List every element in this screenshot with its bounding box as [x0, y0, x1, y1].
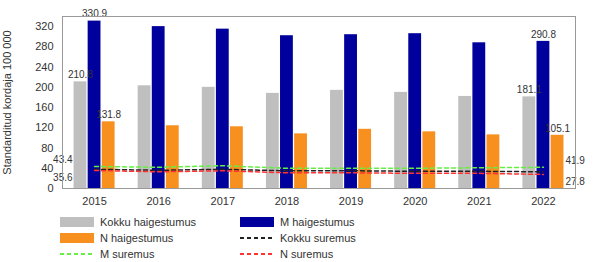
svg-text:131.8: 131.8 — [96, 109, 121, 120]
svg-text:2020: 2020 — [403, 195, 427, 207]
svg-text:2016: 2016 — [146, 195, 170, 207]
svg-text:2017: 2017 — [211, 195, 235, 207]
svg-text:280: 280 — [35, 40, 53, 52]
html-text:Kokku suremus: Kokku suremus — [280, 232, 356, 244]
svg-text:27.8: 27.8 — [565, 175, 585, 187]
svg-text:2019: 2019 — [339, 195, 363, 207]
svg-text:105.1: 105.1 — [545, 123, 570, 134]
svg-text:35.6: 35.6 — [53, 172, 73, 183]
svg-text:290.8: 290.8 — [531, 29, 556, 40]
svg-text:160: 160 — [35, 101, 53, 113]
svg-text:43.4: 43.4 — [53, 154, 73, 165]
svg-text:210.8: 210.8 — [68, 69, 93, 80]
svg-text:0: 0 — [47, 182, 53, 194]
svg-text:181.1: 181.1 — [517, 84, 542, 95]
html-text:M haigestumus: M haigestumus — [280, 216, 355, 228]
svg-text:Standarditud kordaja 100 000: Standarditud kordaja 100 000 — [1, 30, 13, 174]
html-text:N haigestumus: N haigestumus — [100, 232, 174, 244]
svg-text:80: 80 — [41, 142, 53, 154]
svg-text:40: 40 — [41, 162, 53, 174]
svg-text:330.9: 330.9 — [82, 8, 107, 19]
html-text:M suremus: M suremus — [100, 248, 155, 260]
svg-text:2021: 2021 — [467, 195, 491, 207]
svg-text:41.9: 41.9 — [565, 154, 585, 166]
svg-text:2018: 2018 — [275, 195, 299, 207]
svg-text:2015: 2015 — [82, 195, 106, 207]
html-text:N suremus: N suremus — [280, 248, 334, 260]
html-text:Kokku haigestumus: Kokku haigestumus — [100, 216, 196, 228]
svg-text:200: 200 — [35, 81, 53, 93]
svg-text:240: 240 — [35, 61, 53, 73]
svg-text:320: 320 — [35, 20, 53, 32]
svg-text:2022: 2022 — [531, 195, 555, 207]
svg-text:120: 120 — [35, 121, 53, 133]
